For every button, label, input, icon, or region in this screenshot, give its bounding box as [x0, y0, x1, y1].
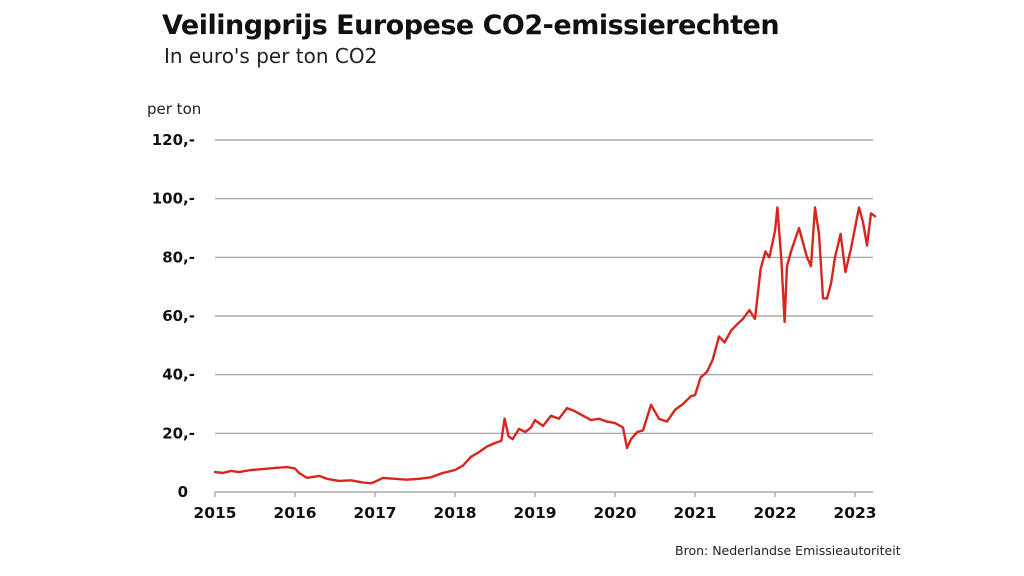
x-tick-label: 2021 [673, 504, 716, 522]
x-tick-label: 2017 [353, 504, 396, 522]
y-tick-label: 60,- [162, 307, 195, 325]
y-tick-label: 0 [178, 483, 188, 501]
x-tick-label: 2023 [833, 504, 876, 522]
x-tick-label: 2015 [193, 504, 236, 522]
source-note: Bron: Nederlandse Emissieautoriteit [675, 543, 901, 558]
chart-title: Veilingprijs Europese CO2-emissierechten [162, 10, 780, 41]
x-tick-label: 2016 [273, 504, 316, 522]
y-tick-label: 100,- [152, 190, 195, 208]
y-tick-label: 40,- [162, 366, 195, 384]
series-line [213, 206, 877, 485]
x-tick-label: 2018 [433, 504, 476, 522]
y-tick-label: 20,- [162, 424, 195, 442]
x-tick-label: 2019 [513, 504, 556, 522]
x-tick-label: 2022 [753, 504, 796, 522]
y-tick-label: 120,- [152, 131, 195, 149]
x-tick-label: 2020 [593, 504, 636, 522]
y-axis-ticks: 0 20,- 40,- 60,- 80,- 100,- 120,- [152, 131, 195, 501]
series-group [213, 206, 877, 485]
x-axis: 2015 2016 2017 2018 2019 2020 2021 2022 2023 [193, 491, 877, 522]
gridlines [215, 139, 873, 434]
chart-subtitle: In euro's per ton CO2 [164, 44, 378, 68]
y-tick-label: 80,- [162, 248, 195, 266]
y-axis-label: per ton [147, 100, 202, 118]
